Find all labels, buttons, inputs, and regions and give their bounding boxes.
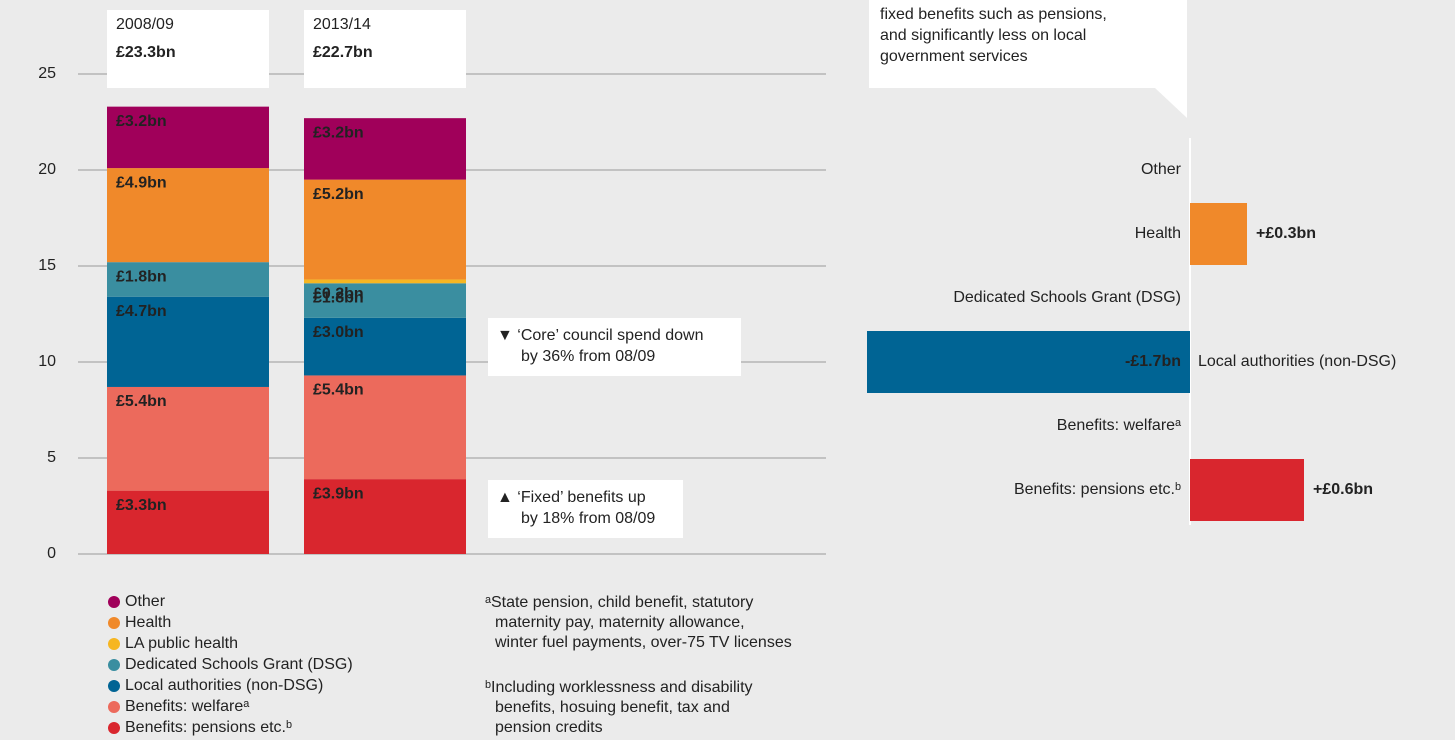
bar-segment bbox=[304, 283, 466, 318]
total-label: £23.3bn bbox=[116, 44, 176, 61]
y-tick-label: 15 bbox=[38, 257, 56, 274]
value-label: +£0.3bn bbox=[1256, 225, 1316, 242]
bar-segment bbox=[304, 375, 466, 480]
bar-segment bbox=[304, 279, 466, 284]
value-label: -£1.7bn bbox=[1125, 353, 1181, 370]
value-label: £3.2bn bbox=[313, 124, 364, 141]
legend-label: LA public health bbox=[125, 635, 238, 652]
footnote: maternity pay, maternity allowance, bbox=[495, 614, 745, 631]
note-text: fixed benefits such as pensions, bbox=[880, 6, 1107, 23]
note-text: and significantly less on local bbox=[880, 27, 1086, 44]
y-tick-label: 10 bbox=[38, 353, 56, 370]
category-label: Benefits: pensions etc.ᵇ bbox=[1014, 481, 1181, 498]
bar-segment bbox=[107, 296, 269, 387]
total-label: £22.7bn bbox=[313, 44, 373, 61]
footnote: benefits, hosuing benefit, tax and bbox=[495, 699, 730, 716]
category-label: Health bbox=[1135, 225, 1181, 242]
value-label: £3.0bn bbox=[313, 324, 364, 341]
value-label: £3.9bn bbox=[313, 485, 364, 502]
y-tick-label: 25 bbox=[38, 65, 56, 82]
annotation-text: ▼ ‘Core’ council spend down bbox=[497, 327, 703, 344]
bar-segment bbox=[304, 118, 466, 180]
value-label: £0.2bn bbox=[313, 286, 364, 303]
footnote: winter fuel payments, over-75 TV license… bbox=[494, 634, 792, 651]
value-label: £1.8bn bbox=[313, 289, 364, 306]
footnote: pension credits bbox=[495, 719, 603, 736]
legend-marker bbox=[108, 596, 120, 608]
bar-segment bbox=[304, 479, 466, 554]
bar-segment bbox=[107, 262, 269, 297]
legend-marker bbox=[108, 659, 120, 671]
legend-marker bbox=[108, 701, 120, 713]
category-label: Benefits: welfareᵃ bbox=[1057, 417, 1182, 434]
legend-label: Other bbox=[125, 593, 166, 610]
bar bbox=[1190, 203, 1247, 265]
annotation-box bbox=[488, 480, 683, 538]
annotation-text: by 36% from 08/09 bbox=[521, 348, 655, 365]
value-label: £4.9bn bbox=[116, 174, 167, 191]
footnote: ᵃState pension, child benefit, statutory bbox=[485, 594, 753, 611]
note-tail bbox=[1155, 88, 1187, 118]
legend-marker bbox=[108, 680, 120, 692]
legend-label: Dedicated Schools Grant (DSG) bbox=[125, 656, 353, 673]
value-label: £5.2bn bbox=[313, 186, 364, 203]
legend-label: Local authorities (non-DSG) bbox=[125, 677, 323, 694]
bar-segment bbox=[304, 179, 466, 280]
category-label: Local authorities (non-DSG) bbox=[1198, 353, 1396, 370]
y-tick-label: 20 bbox=[38, 161, 56, 178]
annotation-text: by 18% from 08/09 bbox=[521, 510, 655, 527]
legend-marker bbox=[108, 638, 120, 650]
value-label: £3.3bn bbox=[116, 497, 167, 514]
legend-label: Health bbox=[125, 614, 171, 631]
value-label: £3.2bn bbox=[116, 113, 167, 130]
category-label: 2013/14 bbox=[313, 16, 371, 33]
legend-marker bbox=[108, 722, 120, 734]
value-label: £1.8bn bbox=[116, 268, 167, 285]
legend-label: Benefits: welfareᵃ bbox=[125, 698, 250, 715]
total-box bbox=[304, 10, 466, 88]
annotation-text: ▲ ‘Fixed’ benefits up bbox=[497, 489, 646, 506]
category-label: Other bbox=[1141, 161, 1182, 178]
legend-label: Benefits: pensions etc.ᵇ bbox=[125, 719, 292, 736]
value-label: £5.4bn bbox=[313, 382, 364, 399]
note-text: government services bbox=[880, 48, 1028, 65]
bar-segment bbox=[107, 386, 269, 491]
bar bbox=[1190, 459, 1304, 521]
value-label: £5.4bn bbox=[116, 393, 167, 410]
value-label: +£0.6bn bbox=[1313, 481, 1373, 498]
bar-segment bbox=[107, 490, 269, 554]
legend-marker bbox=[108, 617, 120, 629]
note-box bbox=[869, 0, 1187, 88]
value-label: £4.7bn bbox=[116, 303, 167, 320]
bar bbox=[867, 331, 1190, 393]
bar-segment bbox=[107, 106, 269, 169]
annotation-box bbox=[488, 318, 741, 376]
footnote: ᵇIncluding worklessness and disability bbox=[485, 679, 753, 696]
y-tick-label: 0 bbox=[47, 545, 56, 562]
total-box bbox=[107, 10, 269, 88]
bar-segment bbox=[107, 168, 269, 263]
y-tick-label: 5 bbox=[47, 449, 56, 466]
category-label: Dedicated Schools Grant (DSG) bbox=[953, 289, 1181, 306]
bar-segment bbox=[304, 317, 466, 376]
category-label: 2008/09 bbox=[116, 16, 174, 33]
